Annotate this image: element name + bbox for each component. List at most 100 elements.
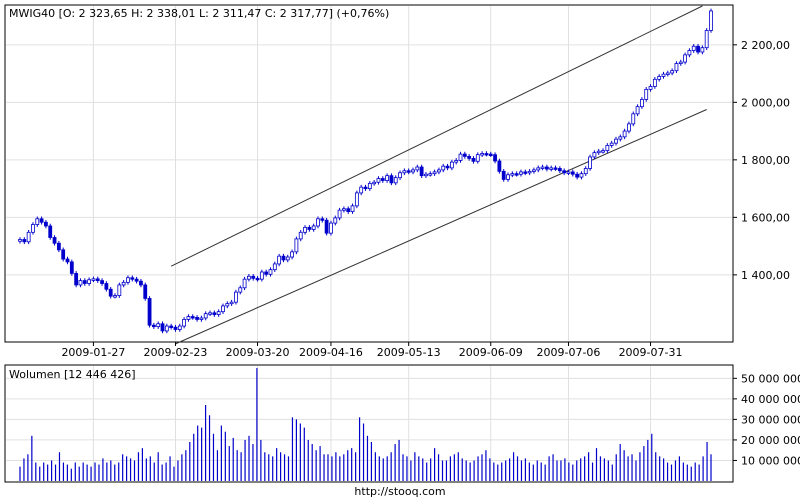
candle — [234, 291, 238, 303]
candle — [277, 255, 282, 265]
candle — [683, 54, 687, 63]
candle — [121, 281, 126, 286]
candle — [281, 255, 286, 261]
candle — [130, 277, 135, 280]
candle — [618, 136, 623, 140]
volume-panel-title: Wolumen [12 446 426] — [9, 368, 136, 381]
candle — [225, 303, 230, 307]
candle — [661, 73, 666, 77]
candle — [87, 279, 91, 284]
candle — [290, 251, 294, 258]
candle — [691, 45, 696, 51]
candle — [406, 170, 411, 173]
candle — [532, 169, 536, 172]
candle — [246, 275, 251, 280]
candle — [354, 192, 359, 207]
candle — [445, 165, 450, 169]
candle — [506, 174, 510, 180]
candle — [670, 70, 675, 74]
candle — [501, 170, 506, 180]
candle — [380, 178, 385, 181]
candle — [514, 173, 519, 176]
candle — [536, 167, 541, 171]
candle — [601, 150, 605, 153]
price-y-tick-label: 1 400,00 — [741, 269, 790, 282]
candle — [311, 225, 316, 230]
candle — [700, 47, 705, 53]
candle — [264, 271, 269, 275]
candle — [359, 186, 364, 194]
candle — [549, 167, 554, 170]
candle — [333, 217, 338, 224]
candle — [454, 160, 459, 163]
x-tick-label: 2009-02-23 — [144, 346, 208, 359]
date-x-axis: 2009-01-27 2009-02-23 2009-03-20 2009-04-16… — [61, 342, 683, 359]
candle — [640, 99, 644, 108]
candle — [437, 169, 441, 173]
candle — [687, 50, 692, 56]
x-tick-label: 2009-07-06 — [537, 346, 601, 359]
candle — [709, 10, 713, 31]
candle — [156, 323, 161, 328]
candle — [151, 324, 156, 328]
x-tick-label: 2009-03-20 — [226, 346, 290, 359]
candle — [316, 218, 320, 227]
candle — [298, 231, 303, 240]
candle — [480, 153, 485, 156]
candle — [557, 168, 562, 172]
candle — [678, 61, 683, 64]
source-link[interactable]: http://stooq.com — [354, 485, 445, 498]
candle — [544, 166, 549, 170]
candle — [65, 258, 70, 263]
x-tick-label: 2009-06-09 — [459, 346, 523, 359]
candle — [134, 278, 139, 282]
candle — [61, 249, 66, 260]
candle — [424, 173, 428, 177]
candle — [398, 172, 402, 179]
volume-y-tick-label: 10 000 000 — [741, 454, 800, 467]
candle — [182, 319, 187, 327]
volume-panel-frame — [4, 364, 734, 483]
candle — [74, 273, 79, 286]
candle — [31, 224, 35, 233]
candle — [696, 45, 700, 53]
candle — [242, 278, 247, 289]
candle — [238, 287, 243, 293]
candle — [363, 186, 368, 190]
candle — [147, 298, 152, 326]
candle — [553, 167, 558, 170]
candle — [415, 166, 420, 171]
candle — [216, 311, 221, 315]
volume-y-tick-label: 30 000 000 — [741, 413, 800, 426]
candle — [143, 284, 148, 299]
candle — [411, 169, 415, 173]
candle — [575, 173, 580, 178]
candle — [562, 170, 567, 174]
candle — [385, 175, 389, 181]
price-y-tick-label: 1 800,00 — [741, 154, 790, 167]
candle — [704, 30, 709, 49]
candle — [285, 256, 290, 261]
x-tick-label: 2009-07-31 — [619, 346, 683, 359]
candle — [160, 323, 165, 332]
candle — [588, 156, 592, 169]
candle — [255, 277, 260, 281]
candle — [294, 238, 299, 253]
candle — [164, 325, 169, 332]
candle — [652, 78, 657, 87]
candle — [635, 106, 640, 115]
candle — [22, 239, 27, 243]
candle — [419, 166, 424, 177]
candle — [627, 123, 631, 132]
candle — [108, 288, 113, 297]
candle — [320, 218, 325, 221]
price-grid — [6, 6, 732, 341]
candle — [104, 283, 109, 290]
candle — [389, 175, 394, 184]
candle — [190, 316, 195, 319]
candle — [540, 166, 545, 169]
candle — [337, 209, 342, 219]
candle — [510, 173, 515, 176]
candle — [566, 171, 571, 174]
candle — [519, 171, 523, 175]
